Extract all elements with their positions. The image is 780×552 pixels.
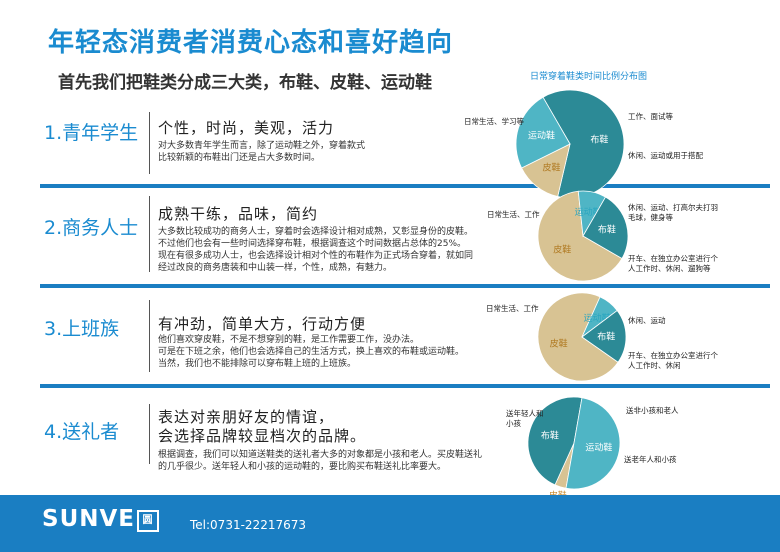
section-divider-1	[149, 112, 150, 174]
pie3-annotation-pixie: 送非小孩和老人	[626, 406, 679, 415]
pie1-slice-0	[537, 190, 623, 282]
section-rule-2	[40, 284, 770, 288]
brand-logo: SUNVE 圆	[42, 506, 160, 532]
chart-caption: 日常穿着鞋类时间比例分布图	[530, 72, 648, 82]
pie0-slice-label-1: 皮鞋	[543, 161, 561, 173]
page-subtitle: 首先我们把鞋类分成三大类，布鞋、皮鞋、运动鞋	[58, 73, 432, 93]
pie0-slice-label-0: 布鞋	[590, 134, 608, 146]
pie2-annotation-pixie: 日常生活、工作	[486, 304, 539, 313]
section-heading-3: 有冲劲，简单大方，行动方便	[158, 315, 367, 333]
pie3-slice-2	[565, 397, 621, 490]
pie3-slice-label-1: 布鞋	[541, 430, 559, 442]
section-heading-2: 成熟干练，品味，简约	[158, 205, 319, 223]
section-label-4: 4.送礼者	[44, 421, 120, 443]
section-body-1: 对大多数青年学生而言，除了运动鞋之外，穿着款式 比较新颖的布鞋出门还是占大多数时间…	[158, 141, 366, 163]
section-divider-4	[149, 404, 150, 464]
section-label-3: 3.上班族	[44, 318, 120, 340]
pie3-annotation-yundong: 送年轻人和小孩	[506, 409, 544, 428]
pie2-slice-2	[581, 309, 627, 363]
pie2-slice-label-0: 皮鞋	[550, 337, 568, 349]
section-divider-2	[149, 196, 150, 272]
section-rule-1	[40, 184, 770, 188]
pie2-slice-0	[537, 292, 619, 382]
pie1-annotation-pixie: 日常生活、工作	[487, 210, 540, 219]
pie2-slice-label-2: 布鞋	[597, 331, 615, 343]
pie-chart-gift-givers: 皮鞋布鞋运动鞋	[527, 396, 621, 502]
pie3-annotation-buxie: 送老年人和小孩	[624, 455, 677, 464]
pie1-annotation-buxie: 开车、在独立办公室进行个人工作时、休闲、遛狗等	[628, 254, 718, 273]
pie3-slice-label-2: 运动鞋	[585, 441, 612, 453]
section-rule-3	[40, 384, 770, 388]
pie0-annotation-yundong: 休闲、运动或用于搭配	[628, 151, 703, 160]
section-label-2: 2.商务人士	[44, 217, 139, 239]
footer-telephone: Tel:0731-22217673	[190, 518, 306, 532]
pie0-slice-label-2: 运动鞋	[528, 129, 555, 141]
pie2-annotation-buxie: 开车、在独立办公室进行个人工作时、休闲	[628, 351, 718, 370]
pie2-annotation-yundong: 休闲、运动	[628, 316, 666, 325]
section-body-4: 根据调查，我们可以知道送鞋类的送礼者大多的对象都是小孩和老人。买皮鞋送礼 的几乎很…	[158, 450, 483, 472]
pie0-slice-2	[515, 96, 571, 169]
logo-box-icon: 圆	[137, 510, 160, 532]
pie1-slice-label-0: 皮鞋	[553, 243, 571, 255]
section-body-2: 大多数比较成功的商务人士，穿着时会选择设计相对成熟，又彰显身份的皮鞋。 不过他们也…	[158, 227, 474, 273]
pie0-annotation-pixie: 工作、面试等	[628, 112, 673, 121]
pie1-annotation-yundong: 休闲、运动、打高尔夫打羽毛球，健身等	[628, 203, 718, 222]
page-title: 年轻态消费者消费心态和喜好趋向	[48, 28, 454, 58]
pie3-slice-1	[527, 396, 583, 486]
section-body-3: 他们喜欢穿皮鞋，不是不想穿别的鞋，是工作需要工作，没办法。 可是在下班之余，他们也…	[158, 335, 465, 369]
section-heading-1: 个性，时尚，美观，活力	[158, 119, 335, 137]
pie1-slice-label-2: 布鞋	[598, 224, 616, 236]
pie1-slice-2	[582, 196, 629, 260]
pie0-annotation-buxie: 日常生活、学习等	[464, 117, 524, 126]
section-heading-4: 表达对亲朋好友的情谊， 会选择品牌较显档次的品牌。	[158, 408, 367, 445]
footer-bar	[0, 495, 780, 552]
section-label-1: 1.青年学生	[44, 122, 139, 144]
section-divider-3	[149, 300, 150, 372]
